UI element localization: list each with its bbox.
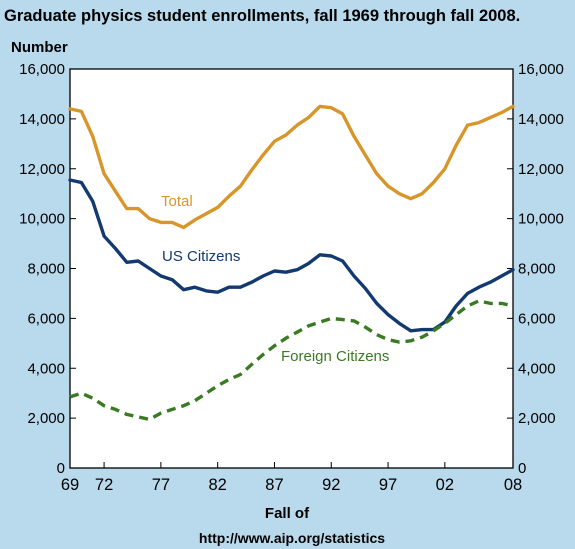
y-tick-label-right: 14,000	[518, 111, 564, 128]
y-tick-label-right: 2,000	[518, 410, 556, 427]
y-tick-label-left: 8,000	[27, 261, 65, 278]
y-tick-label-left: 4,000	[27, 360, 65, 377]
y-axis-label: Number	[11, 39, 68, 56]
x-tick-label: 72	[95, 476, 113, 494]
x-tick-label: 82	[208, 476, 226, 494]
x-tick-label: 77	[152, 476, 170, 494]
series-label-total: Total	[161, 193, 193, 210]
series-label-foreign-citizens: Foreign Citizens	[281, 348, 389, 365]
x-tick-label: 97	[379, 476, 397, 494]
y-tick-label-left: 12,000	[19, 161, 65, 178]
y-tick-label-left: 16,000	[19, 61, 65, 78]
y-tick-label-right: 10,000	[518, 211, 564, 228]
y-tick-label-right: 6,000	[518, 310, 556, 327]
series-labels: Total US Citizens Foreign Citizens	[161, 193, 389, 365]
series-layer	[68, 104, 515, 422]
y-tick-label-right: 0	[518, 460, 526, 477]
y-axis-left: 0 2,000 4,000 6,000 8,000 10,000 12,000 14,000 1…	[19, 61, 76, 477]
x-axis: 69 72 77 82 87 92 97 02 08	[61, 462, 522, 494]
x-axis-label: Fall of	[265, 505, 310, 522]
y-axis-right: 0 2,000 4,000 6,000 8,000 10,000 12,000 14,000 1…	[507, 61, 564, 477]
y-tick-label-right: 12,000	[518, 161, 564, 178]
y-tick-label-right: 16,000	[518, 61, 564, 78]
source-url[interactable]: http://www.aip.org/statistics	[199, 530, 385, 546]
chart-title: Graduate physics student enrollments, fa…	[4, 7, 520, 25]
y-tick-label-right: 8,000	[518, 261, 556, 278]
y-tick-label-right: 4,000	[518, 360, 556, 377]
y-tick-label-left: 14,000	[19, 111, 65, 128]
y-tick-label-left: 10,000	[19, 211, 65, 228]
x-tick-label: 69	[61, 476, 79, 494]
x-tick-label: 92	[322, 476, 340, 494]
y-tick-label-left: 2,000	[27, 410, 65, 427]
y-tick-label-left: 6,000	[27, 310, 65, 327]
series-line-foreign-citizens	[69, 299, 514, 422]
x-tick-label: 08	[504, 476, 522, 494]
x-tick-label: 02	[436, 476, 454, 494]
y-tick-label-left: 0	[57, 460, 65, 477]
x-tick-label: 87	[265, 476, 283, 494]
series-label-us-citizens: US Citizens	[162, 248, 240, 265]
plot-area	[69, 68, 514, 469]
series-line-total	[68, 104, 515, 230]
